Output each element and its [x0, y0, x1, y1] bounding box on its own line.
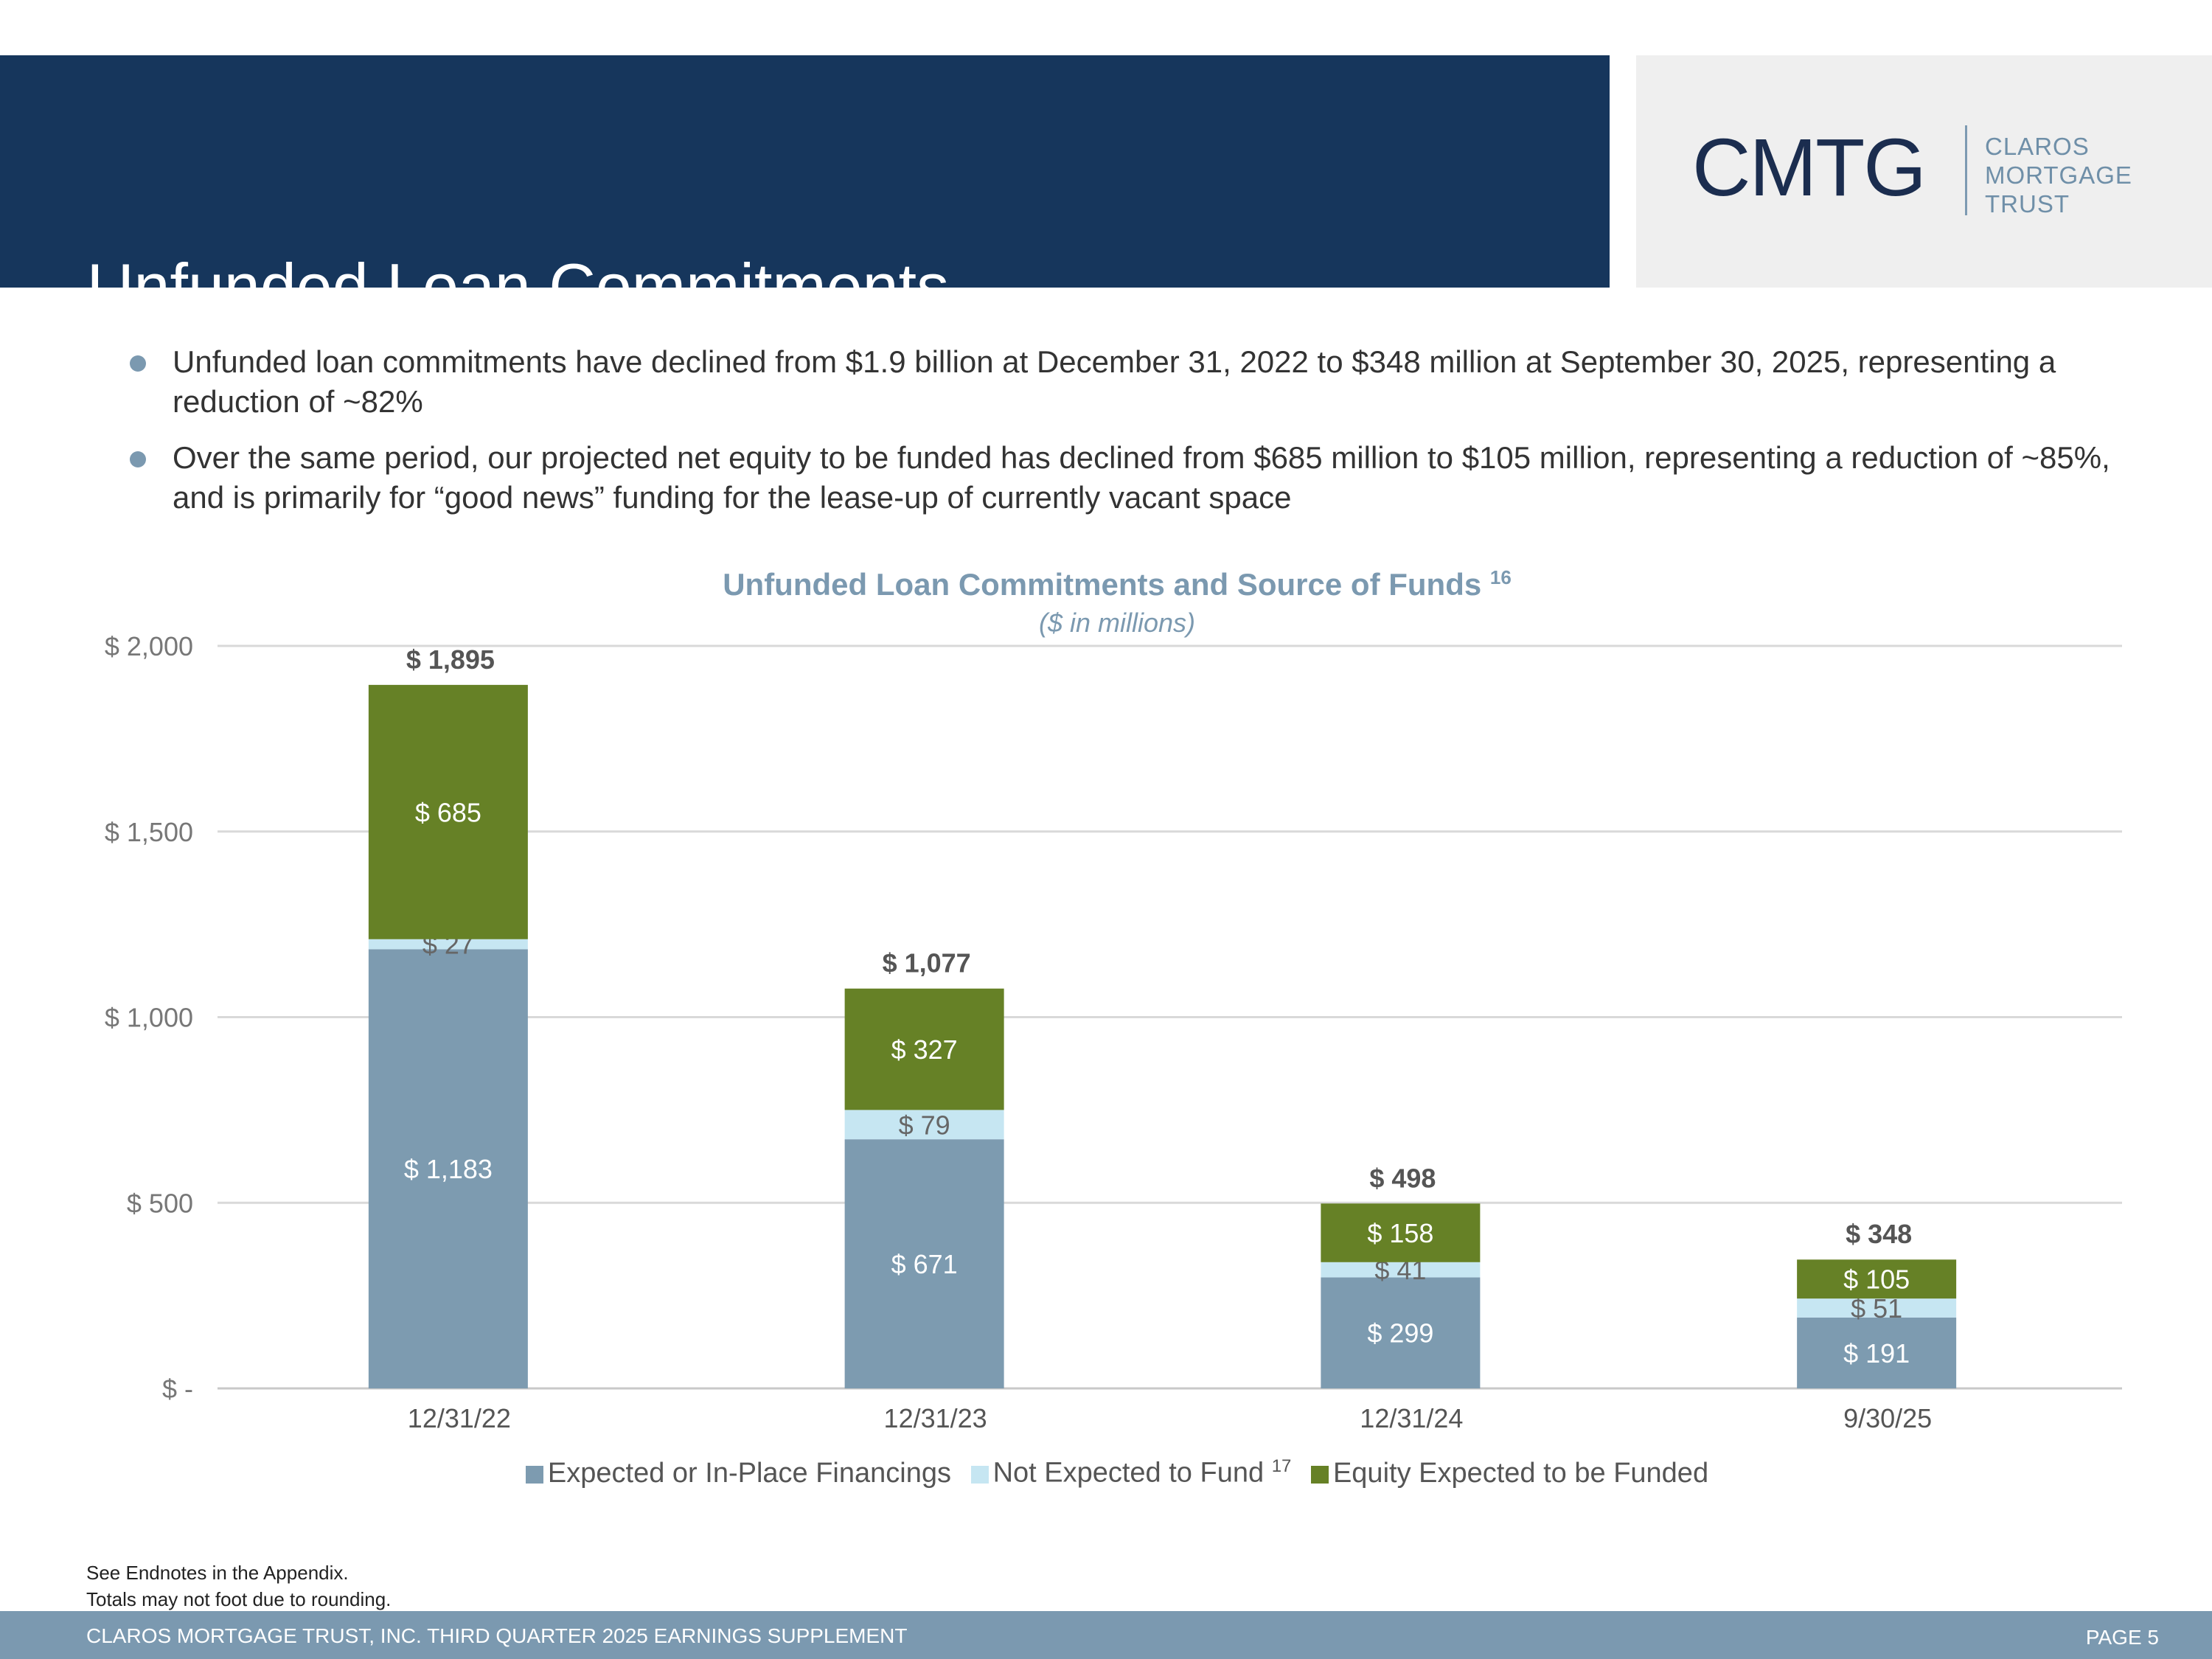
logo-line-1: CLAROS — [1985, 133, 2090, 160]
bar-segment — [844, 988, 1004, 1110]
data-label: $ 105 — [1843, 1265, 1910, 1295]
y-tick-label: $ 2,000 — [105, 631, 193, 661]
bullet-item: Unfunded loan commitments have declined … — [130, 342, 2150, 422]
page-number: PAGE 5 — [2085, 1626, 2159, 1649]
footer-title: CLAROS MORTGAGE TRUST, INC. THIRD QUARTE… — [86, 1624, 908, 1647]
x-tick-label: 12/31/23 — [884, 1403, 987, 1433]
legend-endnote: 17 — [1271, 1456, 1292, 1476]
footnotes: See Endnotes in the Appendix. Totals may… — [86, 1559, 391, 1613]
bar-segment — [844, 1110, 1004, 1140]
legend-swatch — [525, 1465, 543, 1484]
company-logo: CMTG CLAROS MORTGAGE TRUST — [1636, 55, 2212, 288]
x-tick-label: 9/30/25 — [1843, 1403, 1932, 1433]
y-tick-label: $ 500 — [127, 1188, 193, 1218]
bar-segment — [844, 1139, 1004, 1388]
x-tick-label: 12/31/24 — [1360, 1403, 1463, 1433]
bullet-list: Unfunded loan commitments have declined … — [130, 342, 2150, 534]
legend-item-not-expected: Not Expected to Fund 17 — [970, 1456, 1292, 1489]
footnote-line: Totals may not foot due to rounding. — [86, 1588, 392, 1610]
page-title: Unfunded Loan Commitments — [87, 250, 950, 323]
data-label: $ 158 — [1367, 1218, 1433, 1248]
logo-wordmark: CLAROS MORTGAGE TRUST — [1985, 132, 2132, 218]
data-label: $ 685 — [415, 797, 481, 827]
bar-segment — [1797, 1298, 1957, 1318]
bullet-dot — [130, 451, 146, 467]
chart-title-text: Unfunded Loan Commitments and Source of … — [723, 567, 1482, 602]
data-label: $ 79 — [899, 1110, 950, 1140]
logo-line-3: TRUST — [1985, 190, 2070, 218]
data-label: $ 671 — [891, 1249, 958, 1279]
bar-segment — [1321, 1262, 1481, 1278]
header-band: Unfunded Loan Commitments — [0, 55, 1610, 319]
bar-segment — [368, 684, 528, 939]
data-label: $ 1,183 — [404, 1154, 493, 1184]
y-tick-label: $ 1,500 — [105, 817, 193, 847]
bullet-text: Over the same period, our projected net … — [173, 440, 2110, 515]
bullet-text: Unfunded loan commitments have declined … — [173, 344, 2056, 419]
total-label: $ 1,895 — [406, 644, 495, 675]
y-tick-label: $ - — [162, 1374, 193, 1404]
bullet-item: Over the same period, our projected net … — [130, 438, 2150, 518]
chart-title: Unfunded Loan Commitments and Source of … — [0, 566, 2212, 602]
total-label: $ 498 — [1369, 1163, 1436, 1193]
footer-bar: CLAROS MORTGAGE TRUST, INC. THIRD QUARTE… — [0, 1611, 2212, 1659]
legend-item-equity: Equity Expected to be Funded — [1310, 1457, 1709, 1489]
bar-segment — [1321, 1277, 1481, 1388]
bar-segment — [368, 949, 528, 1388]
y-tick-label: $ 1,000 — [105, 1003, 193, 1033]
logo-divider — [1965, 125, 1967, 215]
logo-mark: CMTG — [1692, 122, 1927, 213]
data-label: $ 327 — [891, 1034, 958, 1065]
x-tick-label: 12/31/22 — [408, 1403, 511, 1433]
bar-segment — [368, 939, 528, 950]
chart-subtitle: ($ in millions) — [1038, 608, 1196, 638]
legend-swatch — [970, 1465, 989, 1484]
data-label: $ 191 — [1843, 1338, 1910, 1368]
total-label: $ 1,077 — [883, 948, 971, 978]
chart-legend: Expected or In-Place Financings Not Expe… — [0, 1456, 2212, 1489]
legend-label: Equity Expected to be Funded — [1332, 1457, 1709, 1489]
logo-line-2: MORTGAGE — [1985, 161, 2132, 189]
legend-label: Expected or In-Place Financings — [547, 1457, 951, 1489]
bullet-dot — [130, 355, 146, 372]
data-label: $ 299 — [1367, 1318, 1433, 1349]
footnote-line: See Endnotes in the Appendix. — [86, 1562, 349, 1584]
legend-item-financings: Expected or In-Place Financings — [525, 1457, 951, 1489]
chart-title-endnote: 16 — [1489, 566, 1512, 588]
bar-segment — [1797, 1259, 1957, 1299]
legend-swatch — [1310, 1465, 1329, 1484]
legend-label: Not Expected to Fund — [992, 1457, 1265, 1489]
total-label: $ 348 — [1846, 1219, 1912, 1249]
bar-segment — [1321, 1203, 1481, 1262]
bar-segment — [1797, 1317, 1957, 1388]
